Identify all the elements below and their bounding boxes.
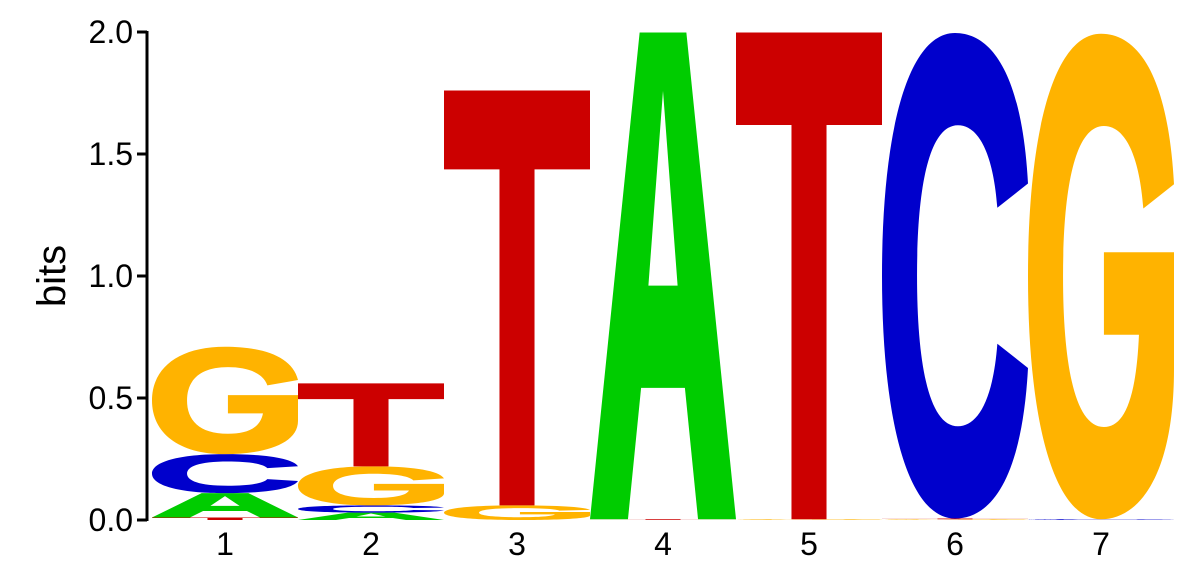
letter-stack-layer bbox=[152, 32, 1174, 520]
letter-T-pos-6 bbox=[882, 518, 1028, 520]
letter-T-pos-1 bbox=[152, 517, 298, 520]
axis-layer: 0.0 0.5 1.0 1.5 2.0 bits 1 2 3 4 5 6 7 bbox=[30, 14, 1110, 562]
letter-C-pos-2 bbox=[298, 505, 444, 513]
letter-G-pos-3 bbox=[444, 505, 590, 520]
letter-G-pos-2 bbox=[298, 466, 444, 506]
letter-G-pos-5 bbox=[736, 519, 882, 520]
letter-A-pos-1 bbox=[152, 493, 298, 518]
letter-T-pos-2 bbox=[298, 383, 444, 467]
x-tick-label: 2 bbox=[362, 526, 380, 562]
x-tick-label: 6 bbox=[946, 526, 964, 562]
letter-T-pos-4 bbox=[590, 519, 736, 520]
x-tick-label: 7 bbox=[1092, 526, 1110, 562]
x-tick-label: 5 bbox=[800, 526, 818, 562]
letter-G-pos-1 bbox=[152, 346, 298, 455]
letter-C-pos-1 bbox=[152, 454, 298, 494]
letter-C-pos-7 bbox=[1028, 519, 1174, 520]
letter-C-pos-6 bbox=[882, 32, 1028, 519]
letter-T-pos-3 bbox=[444, 90, 590, 506]
letter-A-pos-4 bbox=[590, 32, 736, 520]
x-tick-label: 1 bbox=[216, 526, 234, 562]
x-tick-label: 4 bbox=[654, 526, 672, 562]
y-tick-label: 0.0 bbox=[89, 502, 133, 538]
letter-G-pos-7 bbox=[1028, 33, 1174, 520]
y-axis-label: bits bbox=[30, 245, 74, 307]
letter-A-pos-2 bbox=[298, 512, 444, 520]
letter-T-pos-5 bbox=[736, 32, 882, 520]
y-tick-label: 2.0 bbox=[89, 14, 133, 50]
letter-G-pos-6 bbox=[882, 519, 1028, 520]
y-tick-label: 1.5 bbox=[89, 136, 133, 172]
x-tick-label: 3 bbox=[508, 526, 526, 562]
y-tick-label: 1.0 bbox=[89, 258, 133, 294]
y-tick-label: 0.5 bbox=[89, 380, 133, 416]
